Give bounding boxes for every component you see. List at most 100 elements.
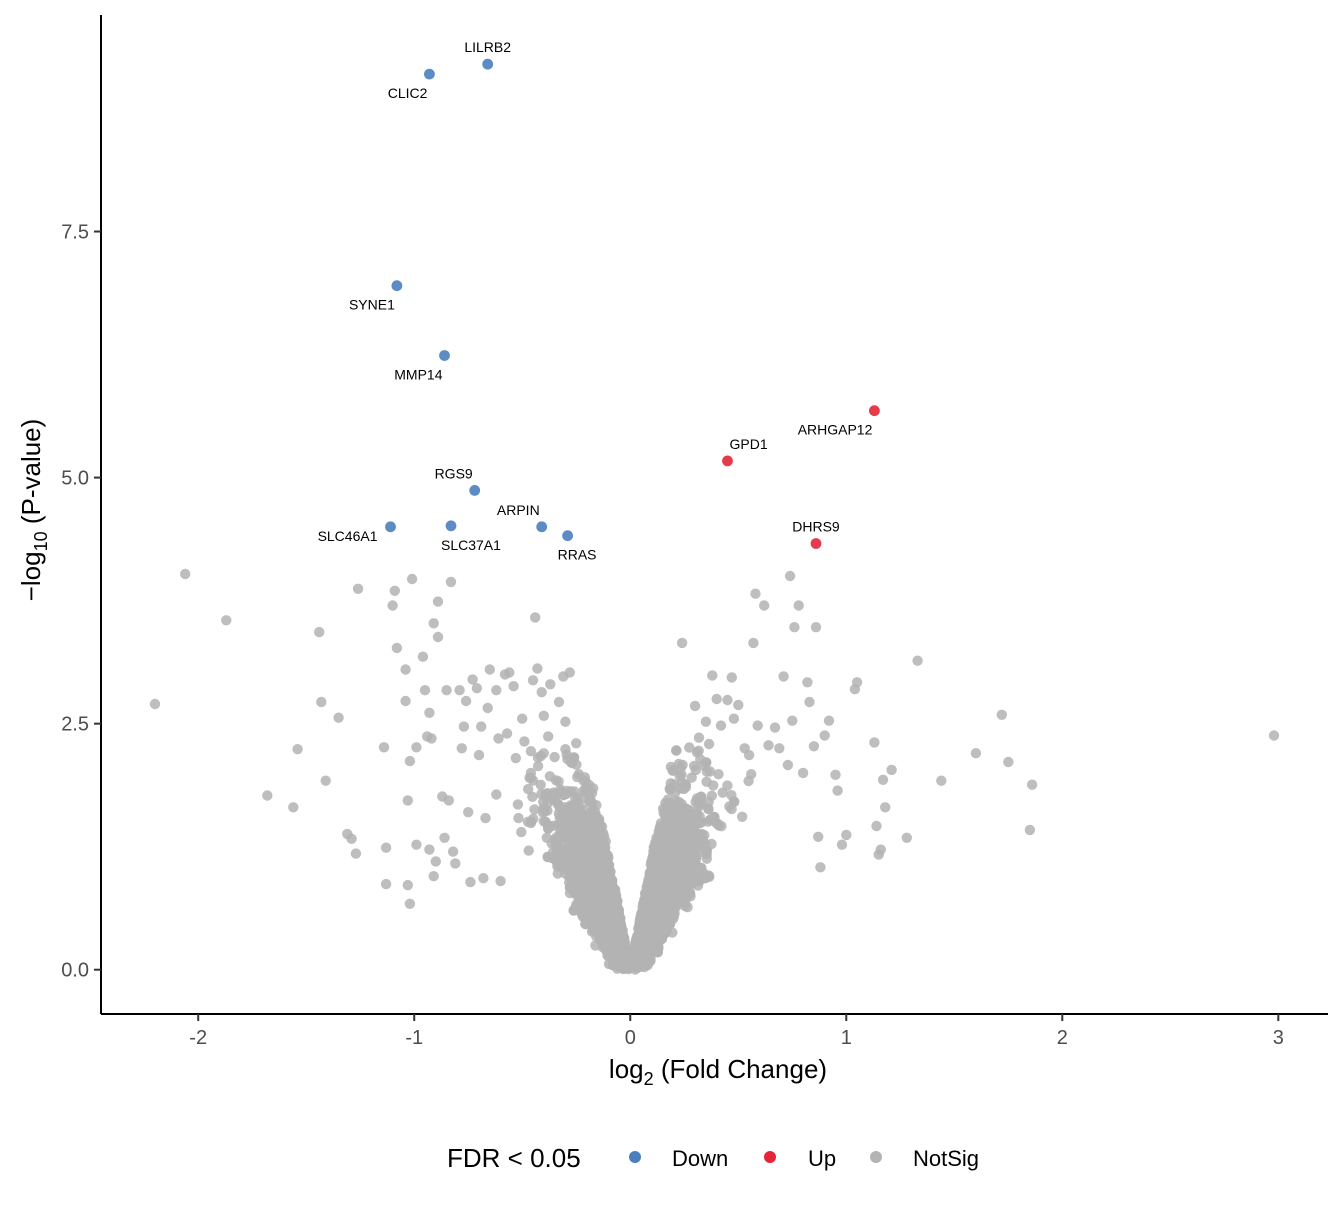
notsig-point [525,767,537,779]
notsig-point [529,804,540,815]
notsig-point [693,732,705,743]
notsig-point [614,913,625,924]
notsig-point [538,803,549,814]
notsig-point [523,783,534,795]
notsig-point [701,757,712,768]
notsig-point [665,815,677,826]
notsig-point [647,865,659,877]
notsig-point [608,901,620,913]
notsig-point [532,760,544,772]
notsig-point [605,880,617,891]
notsig-point [604,930,616,941]
notsig-point [583,892,594,903]
notsig-point [684,840,696,852]
notsig-point [668,879,679,890]
notsig-point [673,758,684,770]
notsig-point [572,792,583,803]
notsig-point [646,926,657,938]
notsig-point [646,911,657,922]
notsig-point [701,845,712,856]
notsig-point [557,860,568,871]
notsig-point [686,857,697,868]
notsig-point [527,791,538,802]
notsig-point [578,816,589,828]
notsig-point [668,827,679,839]
notsig-point [713,769,724,780]
notsig-point [548,794,559,805]
notsig-point [717,787,728,798]
notsig-point [590,810,601,821]
notsig-point-cloud [513,732,757,975]
notsig-point [689,760,700,772]
notsig-point [652,947,663,958]
notsig-point [535,779,546,790]
notsig-point [584,793,596,804]
notsig-point [568,800,580,811]
notsig-point [642,896,653,908]
notsig-point [665,784,676,795]
notsig-point [553,776,564,787]
notsig-point [620,956,632,968]
notsig-point [676,827,687,838]
notsig-point [565,844,576,856]
notsig-point [660,804,671,815]
notsig-point [696,862,707,874]
notsig-point [675,886,686,897]
notsig-point [674,852,685,863]
notsig-point [746,769,757,780]
notsig-point [680,779,691,790]
notsig-point [588,925,599,936]
notsig-point [705,814,716,825]
notsig-point [516,826,527,838]
notsig-point [693,745,704,756]
notsig-point [594,848,606,859]
notsig-point [684,742,695,753]
notsig-point [560,788,572,800]
notsig-point [595,918,606,930]
notsig-point [543,823,554,834]
notsig-point [635,949,646,961]
notsig-point [660,895,672,906]
notsig-point [594,874,605,886]
notsig-point [686,772,697,783]
notsig-point [648,842,660,853]
notsig-point [568,905,579,916]
notsig-point [564,882,576,893]
notsig-point [594,934,606,945]
notsig-point [525,817,537,829]
notsig-point [538,748,549,759]
notsig-point [663,860,674,871]
notsig-point [665,847,677,858]
notsig-point [729,796,740,807]
notsig-point [673,796,684,807]
notsig-point [667,765,678,776]
notsig-point [697,832,708,843]
notsig-point [580,881,591,892]
notsig-point [542,851,553,863]
notsig-point [584,867,595,878]
notsig-point [610,948,621,960]
notsig-point [737,811,748,822]
notsig-point [701,853,712,864]
notsig-point [585,840,596,851]
notsig-point [566,858,578,869]
notsig-point [642,886,653,897]
notsig-point [555,828,567,839]
notsig-point [703,803,714,815]
notsig-point [564,835,575,846]
notsig-point [636,908,647,919]
notsig-point [694,875,705,886]
notsig-point [686,824,697,835]
notsig-point [578,775,589,786]
notsig-point [657,838,669,849]
notsig-point [572,890,584,902]
notsig-point [653,830,665,841]
notsig-point [580,918,591,930]
notsig-point [664,918,676,930]
notsig-point [541,832,552,843]
notsig-point [587,913,598,924]
notsig-point [680,811,691,822]
notsig-point [689,808,700,820]
notsig-point [513,812,524,824]
notsig-point [703,738,715,750]
